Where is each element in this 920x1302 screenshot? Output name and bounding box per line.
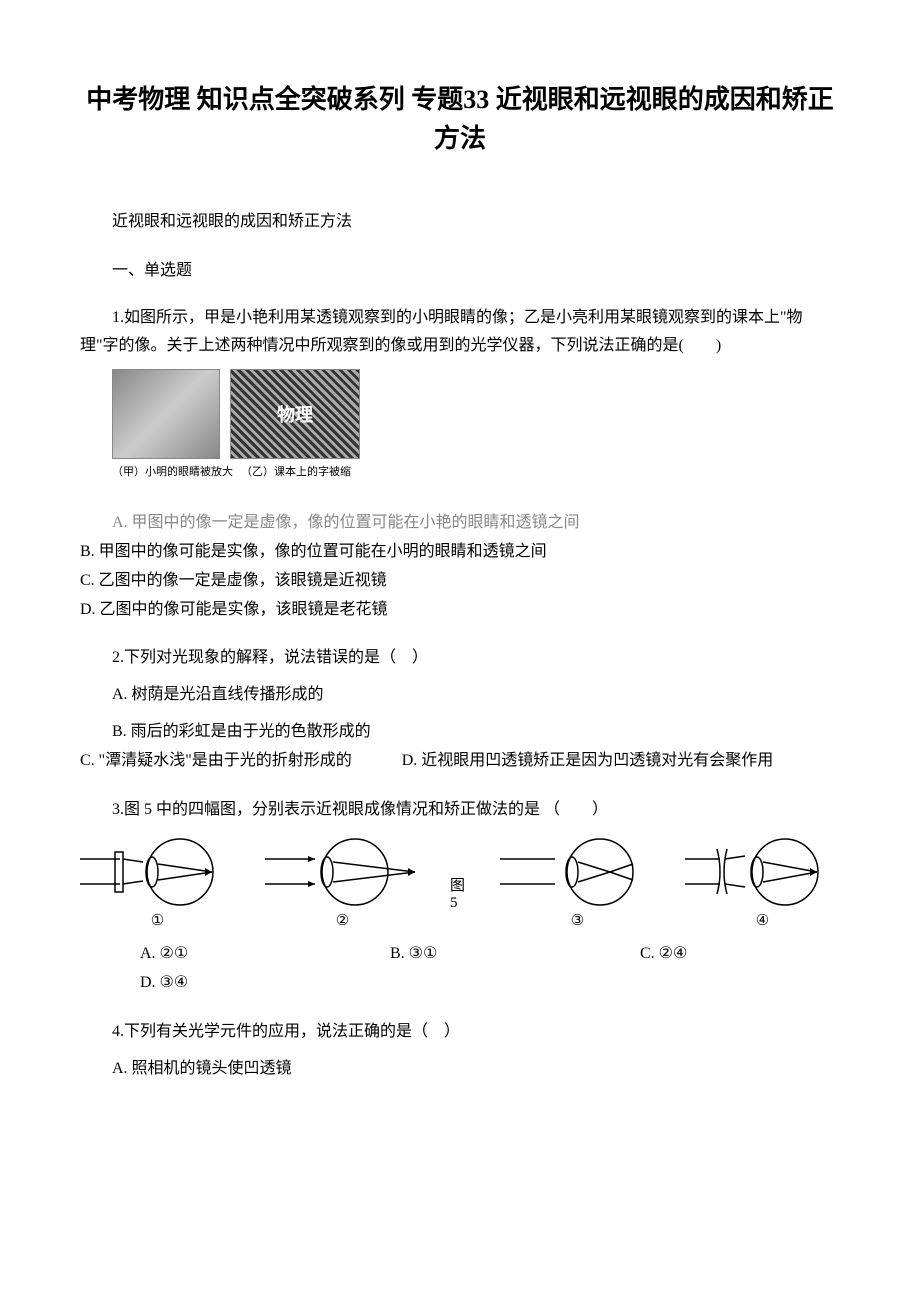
q3-optD: D. ③④ (140, 969, 840, 998)
q3-optA: A. ②① (140, 940, 390, 969)
q3-diagram-3: ③ (500, 834, 655, 930)
q1-optB: B. 甲图中的像可能是实像，像的位置可能在小明的眼睛和透镜之间 (80, 538, 840, 567)
q1-image-text: 物理 (230, 369, 360, 459)
eye-diagram-far-icon (265, 834, 420, 909)
section-heading: 近视眼和远视眼的成因和矫正方法 (80, 208, 840, 237)
q3-diagram-4: ④ (685, 834, 840, 930)
q2-optBCD: B. 雨后的彩虹是由于光的色散形成的 C. "潭清疑水浅"是由于光的折射形成的 D… (80, 718, 840, 776)
q1-optC: C. 乙图中的像一定是虚像，该眼镜是近视镜 (80, 567, 840, 596)
q3-label-1: ① (151, 911, 164, 930)
q3-diagrams: ① ② 图5 ③ (80, 834, 840, 930)
q3-optC: C. ②④ (640, 940, 790, 969)
q1-image-eye (112, 369, 220, 459)
q2-optB: B. 雨后的彩虹是由于光的色散形成的 (80, 718, 840, 747)
q3-diagram-1: ① (80, 834, 235, 930)
page-title: 中考物理 知识点全突破系列 专题33 近视眼和远视眼的成因和矫正方法 (80, 80, 840, 158)
q3-diagram-2: ② (265, 834, 420, 930)
eye-diagram-concave-icon (685, 834, 840, 909)
q3-label-4: ④ (756, 911, 769, 930)
q1-captions: （甲）小明的眼睛被放大 （乙）课本上的字被缩 (112, 463, 840, 479)
q1-optD: D. 乙图中的像可能是实像，该眼镜是老花镜 (80, 596, 840, 625)
eye-diagram-convex-icon (80, 834, 235, 909)
q3-options-row1: A. ②① B. ③① C. ②④ (80, 940, 840, 969)
q1-caption-left: （甲）小明的眼睛被放大 (112, 463, 233, 479)
q2-optD: D. 近视眼用凹透镜矫正是因为凹透镜对光有会聚作用 (402, 752, 774, 769)
q3-label-3: ③ (571, 911, 584, 930)
q3-center-label: 图5 (450, 874, 470, 912)
q2-optC: C. "潭清疑水浅"是由于光的折射形成的 (80, 752, 352, 769)
q1-optA: A. 甲图中的像一定是虚像，像的位置可能在小艳的眼睛和透镜之间 (80, 509, 840, 538)
eye-diagram-near-icon (500, 834, 655, 909)
q4-optA: A. 照相机的镜头使凹透镜 (80, 1055, 840, 1084)
q4-stem: 4.下列有关光学元件的应用，说法正确的是（ ） (80, 1018, 840, 1047)
q1-images: 物理 (112, 369, 840, 459)
q2-stem: 2.下列对光现象的解释，说法错误的是（ ） (80, 644, 840, 673)
q2-optCD-line: C. "潭清疑水浅"是由于光的折射形成的 D. 近视眼用凹透镜矫正是因为凹透镜对光… (80, 747, 840, 776)
q3-stem: 3.图 5 中的四幅图，分别表示近视眼成像情况和矫正做法的是 （ ） (80, 796, 840, 825)
q1-caption-right: （乙）课本上的字被缩 (241, 463, 351, 479)
q1-stem: 1.如图所示，甲是小艳利用某透镜观察到的小明眼睛的像；乙是小亮利用某眼镜观察到的… (80, 304, 840, 362)
sub-heading: 一、单选题 (80, 257, 840, 286)
q2-optA: A. 树荫是光沿直线传播形成的 (80, 681, 840, 710)
q1-options: A. 甲图中的像一定是虚像，像的位置可能在小艳的眼睛和透镜之间 B. 甲图中的像… (80, 509, 840, 624)
q3-optB: B. ③① (390, 940, 640, 969)
q3-label-2: ② (336, 911, 349, 930)
